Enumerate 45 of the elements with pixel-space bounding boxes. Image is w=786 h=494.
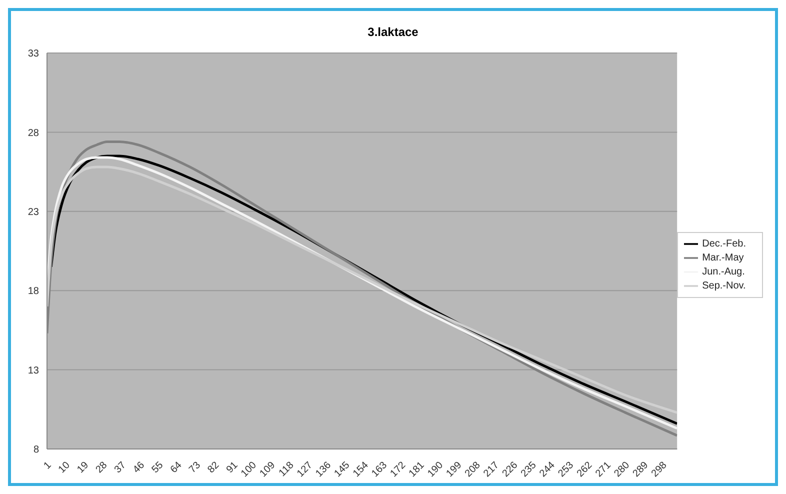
y-tick-label: 13 [28,365,40,376]
x-tick-label: 181 [407,460,428,480]
x-tick-label: 190 [426,460,446,480]
y-tick-label: 18 [28,286,40,298]
x-tick-label: 100 [239,460,260,480]
x-tick-label: 37 [112,460,129,476]
x-tick-label: 82 [206,460,222,476]
x-tick-label: 10 [56,460,73,476]
x-tick-label: 55 [150,460,166,476]
legend-label: Sep.-Nov. [702,280,746,292]
x-tick-label: 208 [463,460,484,480]
x-tick-label: 262 [575,460,595,480]
x-tick-label: 244 [538,460,558,480]
x-tick-label: 64 [168,460,185,476]
x-tick-label: 91 [224,460,240,476]
x-tick-label: 280 [612,460,632,480]
x-tick-label: 172 [388,460,408,480]
x-tick-label: 1 [42,460,54,472]
x-tick-label: 235 [519,460,539,480]
x-tick-label: 253 [556,460,576,480]
x-tick-label: 163 [370,460,390,480]
chart-title: 3.laktace [366,24,420,41]
legend-label: Jun.-Aug. [702,266,745,278]
y-tick-label: 33 [28,48,40,60]
x-tick-label: 73 [187,460,204,476]
x-tick-label: 226 [500,460,520,480]
x-tick-label: 217 [482,460,502,480]
x-tick-label: 298 [650,460,670,480]
legend-label: Dec.-Feb. [702,238,746,250]
x-tick-label: 145 [332,460,352,480]
x-tick-label: 136 [314,460,334,480]
x-tick-label: 154 [351,460,372,480]
y-tick-label: 8 [33,444,40,456]
x-tick-label: 46 [131,460,148,476]
x-tick-label: 118 [277,460,296,479]
x-tick-label: 127 [295,460,316,480]
x-tick-label: 271 [594,460,614,480]
legend-label: Mar.-May [702,252,744,264]
x-tick-label: 109 [258,460,278,480]
x-tick-label: 19 [75,460,92,476]
x-tick-label: 28 [94,460,110,476]
x-tick-label: 199 [444,460,464,480]
y-tick-label: 23 [28,206,40,218]
x-tick-label: 289 [631,460,651,480]
y-tick-label: 28 [28,128,40,139]
